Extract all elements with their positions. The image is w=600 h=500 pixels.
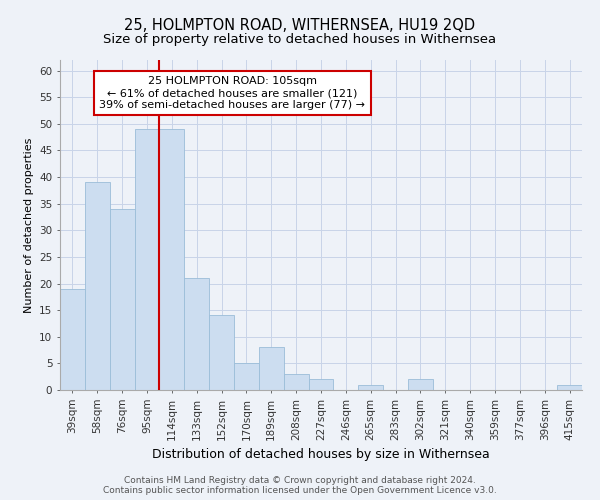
Bar	[284, 374, 308, 390]
X-axis label: Distribution of detached houses by size in Withernsea: Distribution of detached houses by size …	[152, 448, 490, 461]
Bar	[184, 278, 209, 390]
Bar	[358, 384, 383, 390]
Bar	[308, 380, 334, 390]
Y-axis label: Number of detached properties: Number of detached properties	[23, 138, 34, 312]
Text: Contains HM Land Registry data © Crown copyright and database right 2024.
Contai: Contains HM Land Registry data © Crown c…	[103, 476, 497, 495]
Bar	[134, 129, 160, 390]
Bar	[60, 289, 85, 390]
Bar	[160, 129, 184, 390]
Bar	[557, 384, 582, 390]
Bar	[209, 316, 234, 390]
Bar	[85, 182, 110, 390]
Bar	[259, 348, 284, 390]
Bar	[408, 380, 433, 390]
Bar	[110, 209, 134, 390]
Bar	[234, 364, 259, 390]
Text: 25, HOLMPTON ROAD, WITHERNSEA, HU19 2QD: 25, HOLMPTON ROAD, WITHERNSEA, HU19 2QD	[124, 18, 476, 32]
Text: Size of property relative to detached houses in Withernsea: Size of property relative to detached ho…	[103, 32, 497, 46]
Text: 25 HOLMPTON ROAD: 105sqm
← 61% of detached houses are smaller (121)
39% of semi-: 25 HOLMPTON ROAD: 105sqm ← 61% of detach…	[99, 76, 365, 110]
